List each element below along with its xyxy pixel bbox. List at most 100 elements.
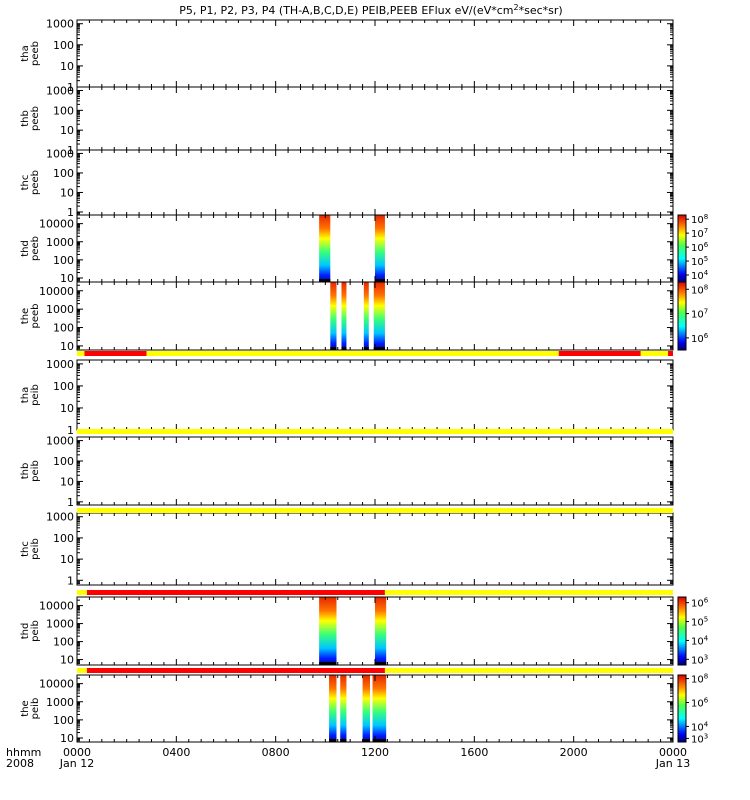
panel-frame	[76, 359, 674, 431]
y-tick-label: 100	[53, 380, 74, 393]
spectrogram-block-floor	[375, 662, 387, 665]
y-axis-label: thc	[20, 541, 31, 557]
y-tick-label: 10000	[39, 218, 74, 231]
colorbar-tick-label: 106	[691, 241, 709, 254]
colorbar	[677, 214, 687, 283]
y-tick-label: 100	[53, 104, 74, 117]
y-tick-label: 10000	[39, 285, 74, 298]
y-tick-label: 100	[53, 322, 74, 335]
y-axis-label: peeb	[30, 41, 41, 66]
panel-thb-peeb: 1 10 100 1000 thb peeb	[20, 84, 674, 157]
spectrogram-block	[362, 675, 371, 742]
y-axis-label: the	[20, 308, 31, 324]
x-tick-label: 0400	[162, 746, 190, 759]
spectrogram-block-floor	[362, 739, 371, 742]
y-tick-label: 10	[60, 186, 74, 199]
y-tick-label: 10	[60, 340, 74, 353]
panel-thd-peib: 10 100 1000 10000 thd peib 103 104 105 106	[20, 596, 709, 667]
colorbar-tick-label: 107	[691, 308, 708, 321]
status-bar-segment	[77, 429, 673, 434]
spectrogram-block	[372, 675, 387, 742]
colorbar-tick-label: 104	[691, 269, 709, 282]
colorbar-tick-label: 104	[691, 720, 709, 733]
panel-thc-peib: 1 10 100 1000 thc peib	[20, 511, 674, 587]
y-tick-label: 100	[53, 167, 74, 180]
y-tick-label: 10	[60, 732, 74, 745]
status-bar	[77, 429, 673, 434]
status-bar-segment	[640, 351, 669, 356]
y-tick-label: 100	[53, 636, 74, 649]
spectrogram-block-floor	[340, 739, 347, 742]
colorbar-tick-label: 104	[691, 634, 709, 647]
x-tick-label: 2000	[560, 746, 588, 759]
y-tick-label: 1000	[46, 147, 74, 160]
y-axis-label: thd	[20, 240, 31, 257]
y-tick-label: 100	[53, 532, 74, 545]
x-tick-label: 1600	[460, 746, 488, 759]
x-tick-label: 0000	[63, 746, 91, 759]
colorbar-tick-label: 105	[691, 255, 708, 268]
spectrogram-block	[330, 282, 337, 350]
colorbar	[677, 281, 687, 351]
x-axis-label-year: 2008	[6, 757, 34, 770]
x-tick-sublabel: Jan 12	[59, 757, 94, 770]
y-axis-label: peeb	[30, 170, 41, 195]
panel-thc-peeb: 1 10 100 1000 thc peeb	[20, 147, 674, 219]
y-tick-label: 10	[60, 402, 74, 415]
spectrogram-block-floor	[373, 347, 385, 350]
spectrogram-block	[375, 215, 385, 282]
y-axis-label: peeb	[30, 106, 41, 131]
colorbar-tick-label: 103	[691, 653, 708, 666]
status-bar-segment	[84, 351, 147, 356]
status-bar	[77, 590, 673, 595]
status-bar	[77, 351, 673, 356]
status-bar-segment	[384, 590, 673, 595]
status-bar-segment	[77, 508, 673, 513]
x-tick-sublabel: Jan 13	[655, 757, 690, 770]
status-bar-segment	[86, 590, 385, 595]
y-axis-label: peib	[30, 698, 41, 720]
y-tick-label: 1	[67, 81, 74, 94]
y-tick-label: 1000	[46, 618, 74, 631]
spectrogram-block	[341, 282, 347, 350]
y-axis-label: peib	[30, 460, 41, 482]
panel-frame	[76, 86, 674, 151]
spectrogram-block-floor	[330, 347, 337, 350]
colorbar-tick-label: 105	[691, 616, 708, 629]
spectrogram-block-floor	[319, 279, 331, 282]
y-axis-label: thb	[20, 110, 31, 127]
spectrogram-block	[340, 675, 347, 742]
y-axis-label: peib	[30, 384, 41, 406]
y-tick-label: 1000	[46, 696, 74, 709]
y-tick-label: 1	[67, 496, 74, 509]
x-tick-label: 0000	[659, 746, 687, 759]
y-tick-label: 1000	[46, 236, 74, 249]
y-tick-label: 10	[60, 475, 74, 488]
status-bar-segment	[86, 668, 385, 673]
x-axis-label: hhmm	[6, 746, 41, 759]
colorbar-tick-label: 108	[691, 673, 708, 686]
y-tick-label: 10	[60, 553, 74, 566]
panel-frame	[76, 19, 674, 88]
y-tick-label: 10	[60, 124, 74, 137]
y-tick-label: 10	[60, 654, 74, 667]
spectrogram-block	[329, 675, 337, 742]
colorbar-tick-label: 107	[691, 227, 708, 240]
y-tick-label: 10	[60, 272, 74, 285]
y-tick-label: 100	[53, 39, 74, 52]
status-bar-segment	[558, 351, 641, 356]
status-bar-segment	[146, 351, 559, 356]
spectrogram-block-floor	[372, 739, 387, 742]
colorbar	[677, 674, 687, 743]
y-axis-label: tha	[20, 387, 31, 403]
y-tick-label: 1000	[46, 358, 74, 371]
y-axis-label: peeb	[30, 236, 41, 261]
chart-title: P5, P1, P2, P3, P4 (TH-A,B,C,D,E) PEIB,P…	[179, 3, 562, 17]
y-axis-label: peib	[30, 538, 41, 560]
y-tick-label: 1000	[46, 435, 74, 448]
y-tick-label: 1000	[46, 303, 74, 316]
spectrogram-block-floor	[329, 739, 337, 742]
